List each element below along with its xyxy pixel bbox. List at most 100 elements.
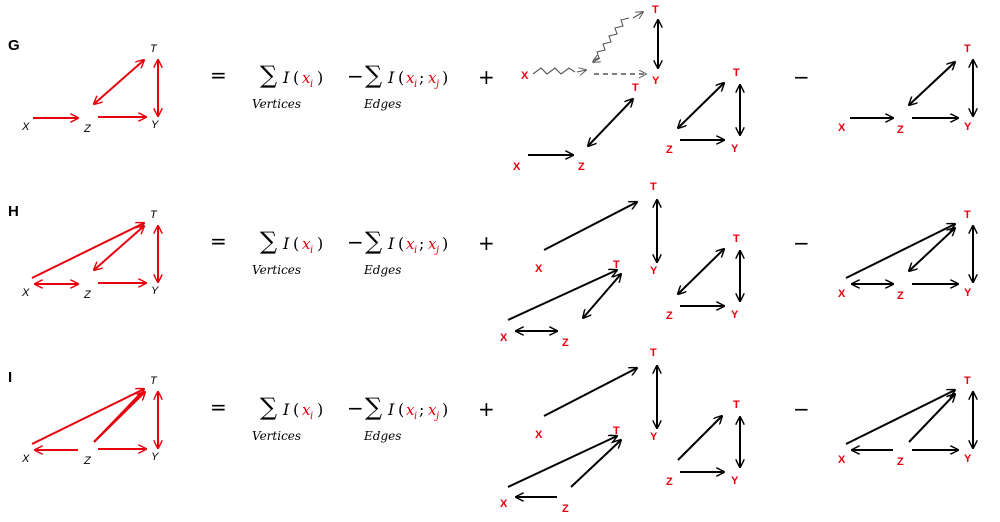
node-t: T: [150, 375, 158, 387]
node-x: X: [21, 121, 30, 133]
node-t: T: [964, 43, 971, 55]
node-z: Z: [666, 144, 673, 156]
panel-label: I: [8, 369, 12, 386]
var-x: x: [302, 401, 311, 419]
sub-i: i: [310, 245, 313, 256]
node-z: Z: [666, 310, 673, 322]
label-vertices: Vertices: [252, 263, 301, 277]
paren-open: (: [293, 234, 299, 253]
label-edges: Edges: [363, 97, 401, 111]
node-y: Y: [650, 265, 658, 277]
var-x: x: [302, 69, 311, 87]
label-edges: Edges: [363, 263, 401, 277]
equals-sign: =: [210, 395, 227, 419]
node-t: T: [733, 67, 740, 79]
sub-i: i: [414, 411, 417, 422]
graph-residual: X Z T Y: [838, 375, 973, 468]
subgraph-1: X T Y: [535, 347, 658, 443]
graph-residual: X Z T Y: [838, 43, 973, 136]
info-symbol: I: [387, 68, 395, 87]
sub-i: i: [414, 79, 417, 90]
var-x: x: [428, 69, 437, 87]
node-t: T: [613, 425, 620, 437]
sub-i: i: [414, 245, 417, 256]
semicolon: ;: [419, 68, 424, 87]
node-z: Z: [83, 123, 92, 135]
sigma-edges: ∑: [365, 393, 382, 421]
sub-i: i: [310, 411, 313, 422]
var-x: x: [428, 235, 437, 253]
edge-x-t: [31, 223, 144, 279]
subgraph-3: Z T Y: [666, 67, 740, 156]
node-z: Z: [83, 289, 92, 301]
graph-full: X Z T Y: [21, 209, 159, 301]
edge-x-t: [507, 436, 617, 488]
node-x: X: [838, 454, 846, 466]
panel-label: G: [8, 37, 20, 54]
edge-x-t: [543, 202, 637, 251]
var-x: x: [302, 235, 311, 253]
minus-sign: −: [347, 64, 364, 88]
label-vertices: Vertices: [252, 97, 301, 111]
node-x: X: [500, 498, 508, 510]
node-z: Z: [897, 456, 904, 468]
formula: ∑ I(x i)Vertices− ∑ I(x i; x j)Edges: [252, 227, 448, 277]
node-t: T: [733, 233, 740, 245]
node-z: Z: [666, 476, 673, 488]
node-z: Z: [897, 124, 904, 136]
subgraph-2: X Z T: [500, 425, 621, 515]
node-t: T: [652, 4, 659, 16]
edge-z-t: [94, 226, 144, 270]
subgraph-2: X Z T: [500, 259, 621, 349]
minus-sign: −: [793, 65, 810, 89]
plus-sign: +: [478, 397, 495, 421]
sub-j: j: [434, 411, 439, 422]
var-x: x: [428, 401, 437, 419]
node-z: Z: [897, 290, 904, 302]
paren-close: ): [442, 68, 448, 87]
subgraphs: X T Y X Z T Z T Y: [513, 4, 740, 173]
node-y: Y: [964, 453, 972, 465]
graph-full: X Z T Y: [21, 43, 159, 135]
paren-close: ): [317, 400, 323, 419]
info-symbol: I: [387, 234, 395, 253]
node-x: X: [838, 122, 846, 134]
node-t: T: [964, 209, 971, 221]
panel-h: HX ZTY= ∑ I(x i)Vertices− ∑ I(x i; x j)Edges+XTYX…: [8, 181, 973, 349]
sub-i: i: [310, 79, 313, 90]
paren-open: (: [293, 400, 299, 419]
plus-sign: +: [478, 65, 495, 89]
edge-z-t: [678, 83, 724, 128]
panel-i: IX ZTY= ∑ I(x i)Vertices− ∑ I(x i; x j)Edges+XTYX…: [8, 58, 973, 515]
subgraphs: X T Y X Z T Z T Y: [500, 181, 740, 349]
node-t: T: [150, 43, 158, 55]
edge-z-t: [94, 60, 144, 104]
node-y: Y: [151, 119, 159, 131]
node-y: Y: [731, 143, 739, 155]
sub-j: j: [434, 79, 439, 90]
node-y: Y: [652, 75, 660, 87]
edge-z-t-head: [93, 392, 145, 443]
var-x: x: [406, 401, 415, 419]
edge-x-y-latent: [532, 67, 576, 75]
paren-open: (: [398, 234, 404, 253]
node-t: T: [964, 375, 971, 387]
edge-x-t: [845, 224, 955, 279]
node-z: Z: [562, 337, 569, 349]
semicolon: ;: [419, 400, 424, 419]
edge-z-t: [678, 249, 724, 294]
node-y: Y: [731, 475, 739, 487]
node-y: Y: [151, 285, 159, 297]
equals-sign: =: [210, 63, 227, 87]
info-symbol: I: [387, 400, 395, 419]
paren-close: ): [442, 234, 448, 253]
edge-zigzag: [592, 17, 630, 61]
var-x: x: [406, 235, 415, 253]
node-t: T: [650, 181, 657, 193]
var-x: x: [406, 69, 415, 87]
subgraph-1: X T Y: [535, 181, 658, 277]
node-z: Z: [578, 161, 585, 173]
node-y: Y: [964, 287, 972, 299]
node-y: Y: [731, 309, 739, 321]
subgraph-2: X Z T: [513, 82, 639, 173]
